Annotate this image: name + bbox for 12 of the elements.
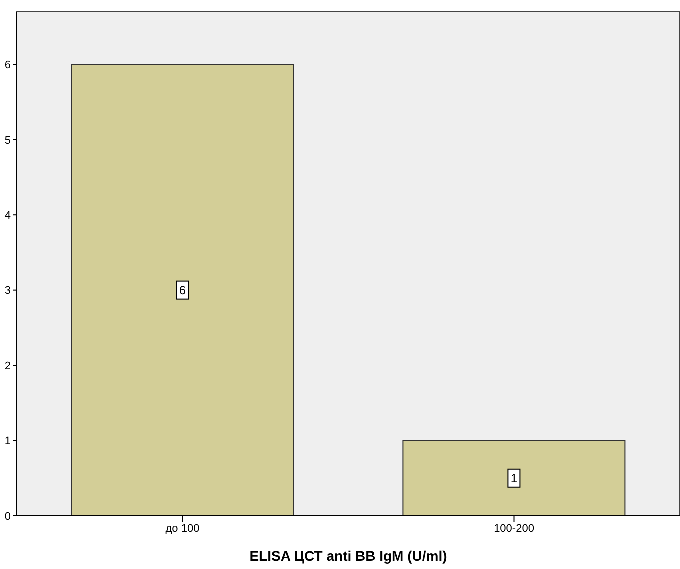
- y-tick-label: 5: [4, 134, 11, 147]
- data-label: 1: [510, 471, 518, 486]
- data-label: 6: [179, 283, 186, 298]
- x-tick-label: 100-200: [494, 522, 534, 535]
- y-tick-label: 2: [4, 360, 11, 372]
- y-tick-label: 1: [4, 436, 11, 448]
- y-tick-label: 6: [4, 60, 11, 72]
- y-tick-label: 4: [4, 210, 11, 222]
- y-tick-label: 3: [4, 285, 11, 298]
- x-axis-title: ELISA ЦСТ anti BB IgM (U/ml): [250, 548, 448, 564]
- x-tick-label: до 100: [166, 522, 200, 535]
- y-tick-label: 0: [4, 510, 11, 523]
